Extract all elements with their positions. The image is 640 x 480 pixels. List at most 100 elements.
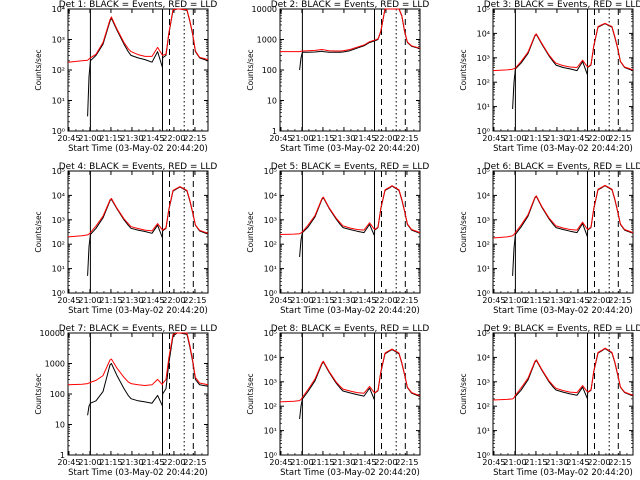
x-tick-label: 21:45 (353, 134, 376, 143)
x-tick-label: 21:15 (99, 134, 122, 143)
x-tick-label: 22:15 (608, 296, 631, 305)
panel-title: Det 2: BLACK = Events, RED = LLD (271, 0, 430, 10)
panel-title: Det 8: BLACK = Events, RED = LLD (271, 324, 430, 334)
y-axis-label: Counts/sec (246, 373, 255, 414)
detector-panel-7: Det 7: BLACK = Events, RED = LLD 1 10 100 10… (34, 324, 217, 478)
y-tick-label: 10² (264, 240, 277, 249)
panel-title: Det 7: BLACK = Events, RED = LLD (59, 324, 218, 334)
y-tick-label: 10⁵ (264, 167, 277, 176)
y-axis-label: Counts/sec (246, 49, 255, 90)
x-tick-label: 21:00 (503, 134, 526, 143)
y-axis-label: Counts/sec (34, 49, 43, 90)
series-line-lld (492, 22, 634, 72)
x-tick-label: 20:45 (57, 134, 80, 143)
x-tick-label: 22:15 (608, 134, 631, 143)
y-axis-label: Counts/sec (34, 211, 43, 252)
panel-title: Det 1: BLACK = Events, RED = LLD (59, 0, 218, 10)
y-tick-label: 10⁵ (477, 167, 490, 176)
x-tick-label: 21:15 (311, 296, 334, 305)
y-axis-label: Counts/sec (459, 49, 468, 90)
x-axis-label: Start Time (03-May-02 20:44:20) (493, 144, 633, 154)
y-tick-label: 10³ (477, 54, 490, 63)
x-tick-label: 20:45 (269, 458, 292, 467)
y-tick-label: 10⁰ (52, 127, 65, 136)
y-tick-label: 10² (477, 240, 490, 249)
detector-panel-3: Det 3: BLACK = Events, RED = LLD 10⁰ 10¹ 10… (459, 0, 640, 154)
detector-panel-4: Det 4: BLACK = Events, RED = LLD 10⁰ 10¹ 10… (34, 162, 217, 316)
plot-frame (279, 332, 421, 456)
x-tick-label: 21:00 (503, 458, 526, 467)
y-tick-label: 10⁴ (264, 353, 277, 362)
x-tick-label: 22:15 (608, 458, 631, 467)
x-tick-label: 21:45 (141, 296, 164, 305)
plot-frame (67, 170, 209, 294)
y-tick-label: 10² (52, 240, 65, 249)
y-tick-label: 1 (60, 451, 65, 460)
panel-title: Det 9: BLACK = Events, RED = LLD (484, 324, 640, 334)
x-tick-label: 21:00 (290, 296, 313, 305)
x-tick-label: 22:15 (395, 134, 418, 143)
x-tick-label: 21:00 (78, 134, 101, 143)
x-tick-label: 21:00 (290, 134, 313, 143)
y-axis-label: Counts/sec (34, 373, 43, 414)
y-tick-label: 10⁴ (52, 191, 65, 200)
y-tick-label: 10⁴ (264, 191, 277, 200)
x-tick-label: 22:00 (587, 134, 610, 143)
x-tick-label: 21:45 (141, 134, 164, 143)
x-tick-label: 22:15 (395, 296, 418, 305)
y-tick-label: 10⁵ (477, 329, 490, 338)
x-tick-label: 21:45 (566, 134, 589, 143)
x-tick-label: 21:30 (545, 458, 568, 467)
series-line-lld (492, 347, 634, 401)
x-tick-label: 21:45 (566, 296, 589, 305)
x-tick-label: 21:15 (311, 458, 334, 467)
y-tick-label: 10000 (252, 5, 277, 14)
x-tick-label: 21:15 (524, 458, 547, 467)
y-tick-label: 10 (55, 421, 65, 430)
x-axis-label: Start Time (03-May-02 20:44:20) (68, 144, 208, 154)
y-tick-label: 10 (267, 97, 277, 106)
x-tick-label: 21:45 (353, 458, 376, 467)
y-tick-label: 10¹ (264, 427, 277, 436)
y-tick-label: 10³ (52, 36, 65, 45)
x-tick-label: 21:45 (566, 458, 589, 467)
x-tick-label: 21:30 (332, 134, 355, 143)
x-axis-label: Start Time (03-May-02 20:44:20) (493, 468, 633, 478)
panel-title: Det 4: BLACK = Events, RED = LLD (59, 162, 218, 172)
detector-panel-6: Det 6: BLACK = Events, RED = LLD 10⁰ 10¹ 10… (459, 162, 640, 316)
x-tick-label: 21:15 (99, 458, 122, 467)
plot-frame (492, 170, 634, 294)
y-tick-label: 10³ (477, 216, 490, 225)
panel-title: Det 6: BLACK = Events, RED = LLD (484, 162, 640, 172)
y-tick-label: 10¹ (477, 103, 490, 112)
series-line-lld (492, 184, 634, 239)
x-tick-label: 21:00 (78, 458, 101, 467)
x-tick-label: 21:30 (332, 296, 355, 305)
x-tick-label: 22:00 (162, 296, 185, 305)
series-line-lld (279, 185, 421, 235)
x-tick-label: 21:30 (120, 458, 143, 467)
x-tick-label: 22:15 (183, 458, 206, 467)
x-tick-label: 21:15 (524, 296, 547, 305)
series-line-lld (280, 8, 421, 53)
y-tick-label: 10³ (264, 378, 277, 387)
x-tick-label: 22:15 (395, 458, 418, 467)
series-line-lld (67, 332, 209, 386)
x-tick-label: 22:00 (162, 134, 185, 143)
y-tick-label: 1000 (45, 360, 65, 369)
x-tick-label: 21:30 (120, 134, 143, 143)
y-tick-label: 100 (262, 66, 277, 75)
y-tick-label: 10² (477, 402, 490, 411)
y-tick-label: 10¹ (477, 265, 490, 274)
series-line-lld (67, 8, 209, 63)
x-tick-label: 21:00 (78, 296, 101, 305)
x-tick-label: 21:30 (332, 458, 355, 467)
x-tick-label: 22:00 (162, 458, 185, 467)
y-tick-label: 10³ (52, 216, 65, 225)
x-tick-label: 20:45 (482, 134, 505, 143)
panel-title: Det 3: BLACK = Events, RED = LLD (484, 0, 640, 10)
y-tick-label: 10⁵ (264, 329, 277, 338)
y-axis-label: Counts/sec (459, 373, 468, 414)
